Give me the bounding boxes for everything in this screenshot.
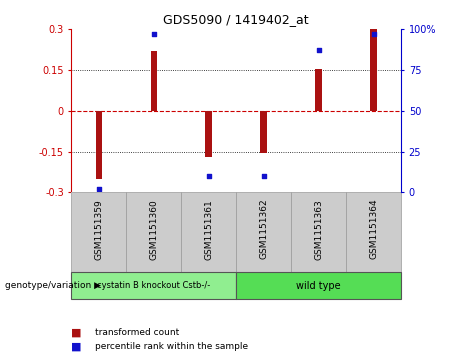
Text: GSM1151364: GSM1151364 [369,199,378,260]
Text: GSM1151360: GSM1151360 [149,199,159,260]
Text: GSM1151362: GSM1151362 [259,199,268,260]
Bar [181,192,236,272]
Bar [126,192,181,272]
Text: transformed count: transformed count [95,328,179,337]
Bar [151,51,157,111]
Point [150,31,158,37]
Text: GSM1151361: GSM1151361 [204,199,213,260]
Text: GSM1151363: GSM1151363 [314,199,323,260]
Bar [236,192,291,272]
Text: GSM1151359: GSM1151359 [95,199,103,260]
Point [95,186,103,192]
Point [370,31,377,37]
Bar [291,192,346,272]
Point [315,47,322,53]
Title: GDS5090 / 1419402_at: GDS5090 / 1419402_at [164,13,309,26]
Text: genotype/variation ▶: genotype/variation ▶ [5,281,100,290]
Bar [71,272,236,299]
Point [205,173,213,179]
Bar [370,29,377,111]
Bar [260,111,267,153]
Bar [95,111,102,179]
Bar [206,111,212,157]
Text: ■: ■ [71,342,82,352]
Text: cystatin B knockout Cstb-/-: cystatin B knockout Cstb-/- [97,281,211,290]
Text: wild type: wild type [296,281,341,291]
Bar [236,272,401,299]
Text: percentile rank within the sample: percentile rank within the sample [95,342,248,351]
Text: ■: ■ [71,327,82,337]
Point [260,173,267,179]
Bar [315,69,322,111]
Bar [346,192,401,272]
Bar [71,192,126,272]
